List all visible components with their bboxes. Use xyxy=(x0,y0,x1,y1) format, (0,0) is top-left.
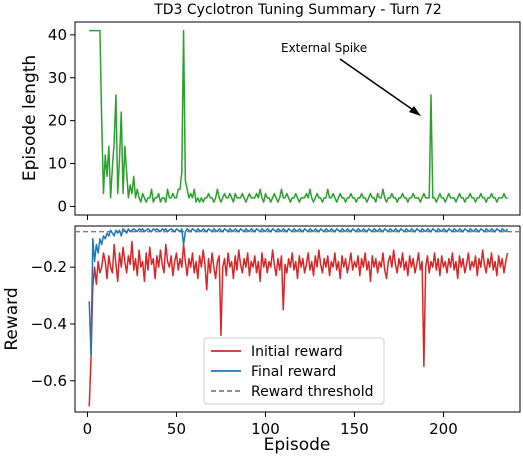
top-y-tick-label: 40 xyxy=(48,26,67,44)
bottom-y-tick-label: −0.6 xyxy=(31,372,67,390)
legend-label-initial: Initial reward xyxy=(251,344,343,360)
legend-label-threshold: Reward threshold xyxy=(251,384,374,400)
top-axes-frame xyxy=(74,21,521,216)
episode-length-series-line xyxy=(89,29,508,203)
top-y-tick-label: 10 xyxy=(48,155,67,173)
top-y-tick-label: 30 xyxy=(48,69,67,87)
top-y-axis-label: Episode length xyxy=(20,55,40,181)
reward-panel: −0.2 −0.4 −0.6 0 50 100 150 200 Reward Episode… xyxy=(2,225,521,455)
bottom-y-tick-label: −0.2 xyxy=(31,258,67,276)
top-series xyxy=(89,29,508,203)
top-y-tick-label: 0 xyxy=(57,197,67,215)
x-axis-label: Episode xyxy=(264,435,331,455)
bottom-x-tick-label: 100 xyxy=(251,420,280,438)
bottom-x-tick-label: 0 xyxy=(83,420,93,438)
bottom-series xyxy=(88,228,509,407)
bottom-axes-frame xyxy=(74,225,521,413)
bottom-y-axis-label: Reward xyxy=(2,287,22,350)
bottom-x-tick-label: 150 xyxy=(340,420,369,438)
legend-label-final: Final reward xyxy=(251,364,336,380)
final-reward-series-line xyxy=(88,228,509,356)
legend: Initial reward Final reward Reward thres… xyxy=(203,337,385,405)
initial-reward-series-line xyxy=(88,240,509,407)
annotation-arrow xyxy=(339,58,417,113)
bottom-x-tick-label: 200 xyxy=(429,420,458,438)
annotation-arrowhead xyxy=(409,106,421,116)
annotation-label: External Spike xyxy=(281,41,367,55)
external-spike-annotation: External Spike xyxy=(281,41,421,116)
bottom-x-tick-label: 50 xyxy=(167,420,186,438)
bottom-y-ticks: −0.2 −0.4 −0.6 xyxy=(31,258,75,390)
top-y-tick-label: 20 xyxy=(48,112,67,130)
bottom-x-ticks: 0 50 100 150 200 xyxy=(83,412,458,438)
episode-length-panel: 0 10 20 30 40 Episode length External Spike xyxy=(20,21,521,220)
chart-title: TD3 Cyclotron Tuning Summary - Turn 72 xyxy=(153,2,442,18)
top-x-ticks xyxy=(86,215,444,220)
bottom-y-tick-label: −0.4 xyxy=(31,315,67,333)
top-y-ticks: 0 10 20 30 40 xyxy=(48,26,75,215)
legend-box xyxy=(203,337,385,405)
